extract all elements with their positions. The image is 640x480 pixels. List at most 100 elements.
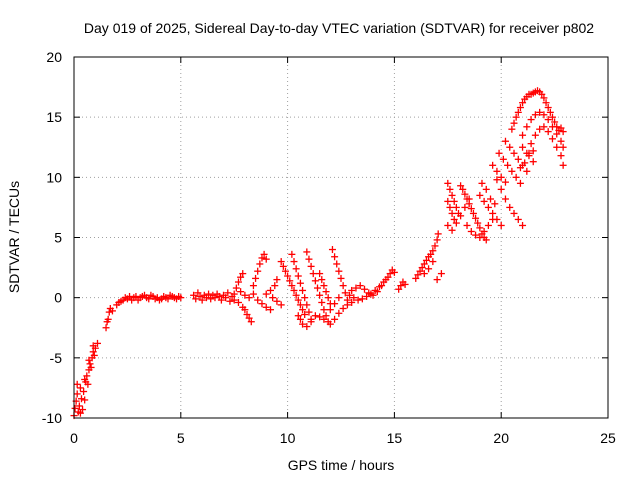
data-point (433, 236, 441, 244)
data-point (89, 342, 97, 350)
data-point (331, 300, 339, 308)
data-point (217, 296, 225, 304)
data-point (433, 276, 441, 284)
data-point (375, 283, 383, 291)
data-point (77, 395, 85, 403)
data-point (497, 185, 505, 193)
data-point (472, 231, 480, 239)
x-tick-label: 20 (493, 430, 509, 446)
data-point (81, 396, 89, 404)
data-point (548, 135, 556, 143)
data-point (241, 291, 249, 299)
data-point (104, 315, 112, 323)
data-point (380, 278, 388, 286)
data-point (493, 167, 501, 175)
data-point (247, 318, 255, 326)
data-point (544, 116, 552, 124)
data-point (322, 312, 330, 320)
data-point (320, 315, 328, 323)
data-point (523, 167, 531, 175)
data-point (540, 111, 548, 119)
y-tick-label: -5 (50, 350, 63, 366)
data-point (538, 90, 546, 98)
data-point (510, 209, 518, 217)
data-point (418, 264, 426, 272)
data-point (444, 221, 452, 229)
data-point (292, 291, 300, 299)
data-point (273, 297, 281, 305)
data-point (529, 158, 537, 166)
data-point (331, 253, 339, 261)
data-point (196, 292, 204, 300)
data-point (512, 113, 520, 121)
data-point (497, 173, 505, 181)
data-point (557, 137, 565, 145)
data-point (476, 191, 484, 199)
data-point (531, 111, 539, 119)
data-point (472, 214, 480, 222)
data-point (452, 219, 460, 227)
data-point (540, 123, 548, 131)
data-point (254, 267, 262, 275)
data-point (145, 295, 153, 303)
data-point (86, 360, 94, 368)
data-point (296, 301, 304, 309)
data-point (299, 320, 307, 328)
data-point (463, 221, 471, 229)
data-point (448, 191, 456, 199)
data-point (190, 291, 198, 299)
data-point (205, 290, 213, 298)
data-point (337, 274, 345, 282)
data-point (256, 260, 264, 268)
data-point (343, 296, 351, 304)
data-point (335, 309, 343, 317)
data-point (326, 320, 334, 328)
data-point (320, 306, 328, 314)
y-tick-label: 10 (46, 169, 62, 185)
data-point (397, 282, 405, 290)
data-point (232, 284, 240, 292)
data-point (299, 306, 307, 314)
data-point (288, 282, 296, 290)
data-point (427, 250, 435, 258)
data-point (450, 215, 458, 223)
data-point (339, 304, 347, 312)
data-point (316, 313, 324, 321)
data-point (254, 296, 262, 304)
data-point (487, 195, 495, 203)
data-point (286, 277, 294, 285)
data-point (307, 262, 315, 270)
data-point (501, 178, 509, 186)
data-point (548, 123, 556, 131)
data-point (474, 219, 482, 227)
y-tick-label: 15 (46, 109, 62, 125)
data-point (352, 284, 360, 292)
data-point (73, 380, 81, 388)
data-point (311, 277, 319, 285)
data-point (493, 215, 501, 223)
data-point (303, 248, 311, 256)
data-point (557, 152, 565, 160)
data-point (480, 197, 488, 205)
data-point (354, 296, 362, 304)
data-point (482, 236, 490, 244)
data-point (322, 288, 330, 296)
data-point (467, 205, 475, 213)
data-point (290, 258, 298, 266)
data-point (79, 406, 87, 414)
data-point (559, 128, 567, 136)
data-point (73, 390, 81, 398)
data-point (87, 363, 95, 371)
data-point (422, 256, 430, 264)
data-point (326, 306, 334, 314)
data-point (536, 125, 544, 133)
data-point (546, 108, 554, 116)
data-point (514, 108, 522, 116)
data-point (395, 285, 403, 293)
data-point (512, 173, 520, 181)
data-point (412, 274, 420, 282)
data-point (84, 380, 92, 388)
data-point (508, 167, 516, 175)
data-point (461, 190, 469, 198)
data-point (461, 203, 469, 211)
